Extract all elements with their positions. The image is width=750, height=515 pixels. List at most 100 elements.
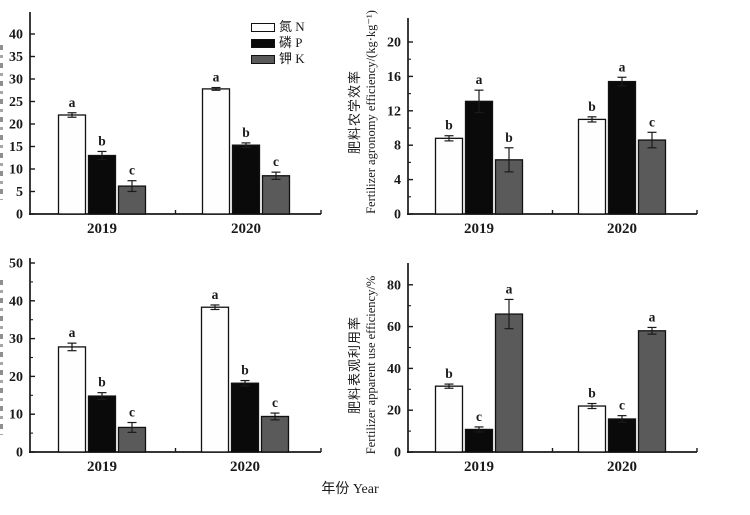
x-tick-label: 2019 — [87, 459, 117, 475]
sig-letter: b — [445, 366, 453, 381]
sig-letter: a — [213, 70, 220, 85]
y-tick-label: 10 — [9, 163, 23, 178]
x-tick-label: 2020 — [607, 459, 637, 475]
sig-letter: a — [506, 281, 513, 296]
legend-item: 磷 P — [251, 35, 305, 50]
y-tick-label: 0 — [394, 208, 401, 223]
y-tick-label: 80 — [387, 278, 401, 293]
bar-K-2020 — [637, 330, 667, 453]
bar-P-2019 — [464, 100, 494, 215]
bar-K-2019 — [494, 313, 524, 453]
sig-letter: c — [649, 114, 655, 129]
bar-K-2020 — [637, 139, 667, 215]
bar-N-2019 — [57, 346, 87, 453]
bar-P-2020 — [230, 382, 260, 453]
sig-letter: a — [649, 309, 656, 324]
sig-letter: b — [242, 125, 250, 140]
legend-label: 氮 N — [279, 19, 305, 34]
sig-letter: b — [241, 363, 249, 378]
bar-P-2020 — [607, 80, 637, 215]
y-tick-label: 40 — [387, 362, 401, 377]
bar-N-2020 — [577, 405, 607, 453]
bar-N-2019 — [57, 114, 87, 215]
y-tick-label: 15 — [9, 140, 23, 155]
figure-4panel-bar-charts: 0 5 10 15 20 25 30 35 40 a a b b c c 2019 2020 0 4 8 12 16 20 b… — [0, 10, 698, 497]
y-tick-label: 5 — [16, 185, 23, 200]
sig-letter: b — [98, 133, 106, 148]
y-tick-label: 20 — [9, 370, 23, 385]
ylabel-fertilizer-apparent-use-efficiency: 肥料表观利用率 Fertilizer apparent use efficien… — [345, 215, 379, 515]
x-tick-label: 2019 — [464, 459, 494, 475]
bar-N-2020 — [577, 118, 607, 215]
x-tick-label: 2019 — [464, 221, 494, 237]
bar-P-2019 — [87, 395, 117, 453]
sig-letter: a — [69, 325, 76, 340]
x-tick-label: 2020 — [230, 459, 260, 475]
sig-letter: b — [98, 375, 106, 390]
legend-swatch — [251, 54, 275, 64]
bar-P-2019 — [87, 154, 117, 215]
sig-letter: c — [129, 163, 135, 178]
sig-letter: a — [212, 287, 219, 302]
bar-P-2019 — [464, 428, 494, 453]
bar-K-2020 — [261, 175, 291, 215]
x-tick-label: 2020 — [231, 221, 261, 237]
legend-item: 钾 K — [251, 51, 305, 66]
y-tick-label: 0 — [16, 208, 23, 223]
clipped-ylabel-sliver-top-left — [0, 45, 3, 200]
y-tick-label: 0 — [16, 446, 23, 461]
legend-label: 磷 P — [279, 35, 303, 50]
legend-swatch — [251, 38, 275, 48]
y-tick-label: 40 — [9, 28, 23, 43]
sig-letter: a — [69, 95, 76, 110]
y-tick-label: 12 — [387, 104, 401, 119]
sig-letter: b — [588, 386, 596, 401]
x-tick-label: 2019 — [87, 221, 117, 237]
ylabel-en: Fertilizer apparent use efficiency/% — [363, 275, 378, 455]
y-tick-label: 4 — [394, 173, 401, 188]
y-tick-label: 16 — [387, 70, 401, 85]
bar-P-2020 — [607, 418, 637, 453]
y-tick-label: 60 — [387, 320, 401, 335]
clipped-ylabel-sliver-bottom-left — [0, 280, 3, 435]
sig-letter: a — [619, 59, 626, 74]
y-tick-label: 10 — [9, 408, 23, 423]
x-axis-label: 年份 Year — [321, 482, 379, 497]
bar-P-2020 — [231, 144, 261, 215]
ylabel-zh: 肥料农学效率 — [346, 70, 362, 155]
bar-N-2019 — [434, 385, 464, 453]
y-tick-label: 20 — [387, 36, 401, 51]
ylabel-zh: 肥料表观利用率 — [346, 316, 362, 415]
legend-item: 氮 N — [251, 19, 305, 34]
y-tick-label: 30 — [9, 73, 23, 88]
bar-K-2020 — [260, 415, 290, 453]
y-tick-label: 35 — [9, 50, 23, 65]
bar-K-2019 — [117, 426, 147, 453]
sig-letter: a — [476, 72, 483, 87]
ylabel-en: Fertilizer agronomy efficiency/(kg·kg⁻¹) — [363, 10, 378, 214]
y-tick-label: 30 — [9, 332, 23, 347]
sig-letter: b — [505, 130, 513, 145]
x-tick-label: 2020 — [607, 221, 637, 237]
sig-letter: b — [588, 99, 596, 114]
bar-N-2020 — [201, 88, 231, 215]
bar-N-2019 — [434, 137, 464, 215]
y-tick-label: 50 — [9, 257, 23, 272]
y-tick-label: 8 — [394, 139, 401, 154]
sig-letter: c — [476, 409, 482, 424]
legend-swatch — [251, 22, 275, 32]
legend-label: 钾 K — [279, 51, 305, 66]
y-tick-label: 0 — [394, 446, 401, 461]
bar-N-2020 — [200, 306, 230, 453]
sig-letter: b — [445, 118, 453, 133]
y-tick-label: 20 — [387, 404, 401, 419]
y-tick-label: 20 — [9, 118, 23, 133]
sig-letter: c — [129, 405, 135, 420]
sig-letter: c — [619, 398, 625, 413]
y-tick-label: 25 — [9, 95, 23, 110]
y-tick-label: 40 — [9, 294, 23, 309]
sig-letter: c — [272, 395, 278, 410]
sig-letter: c — [273, 154, 279, 169]
